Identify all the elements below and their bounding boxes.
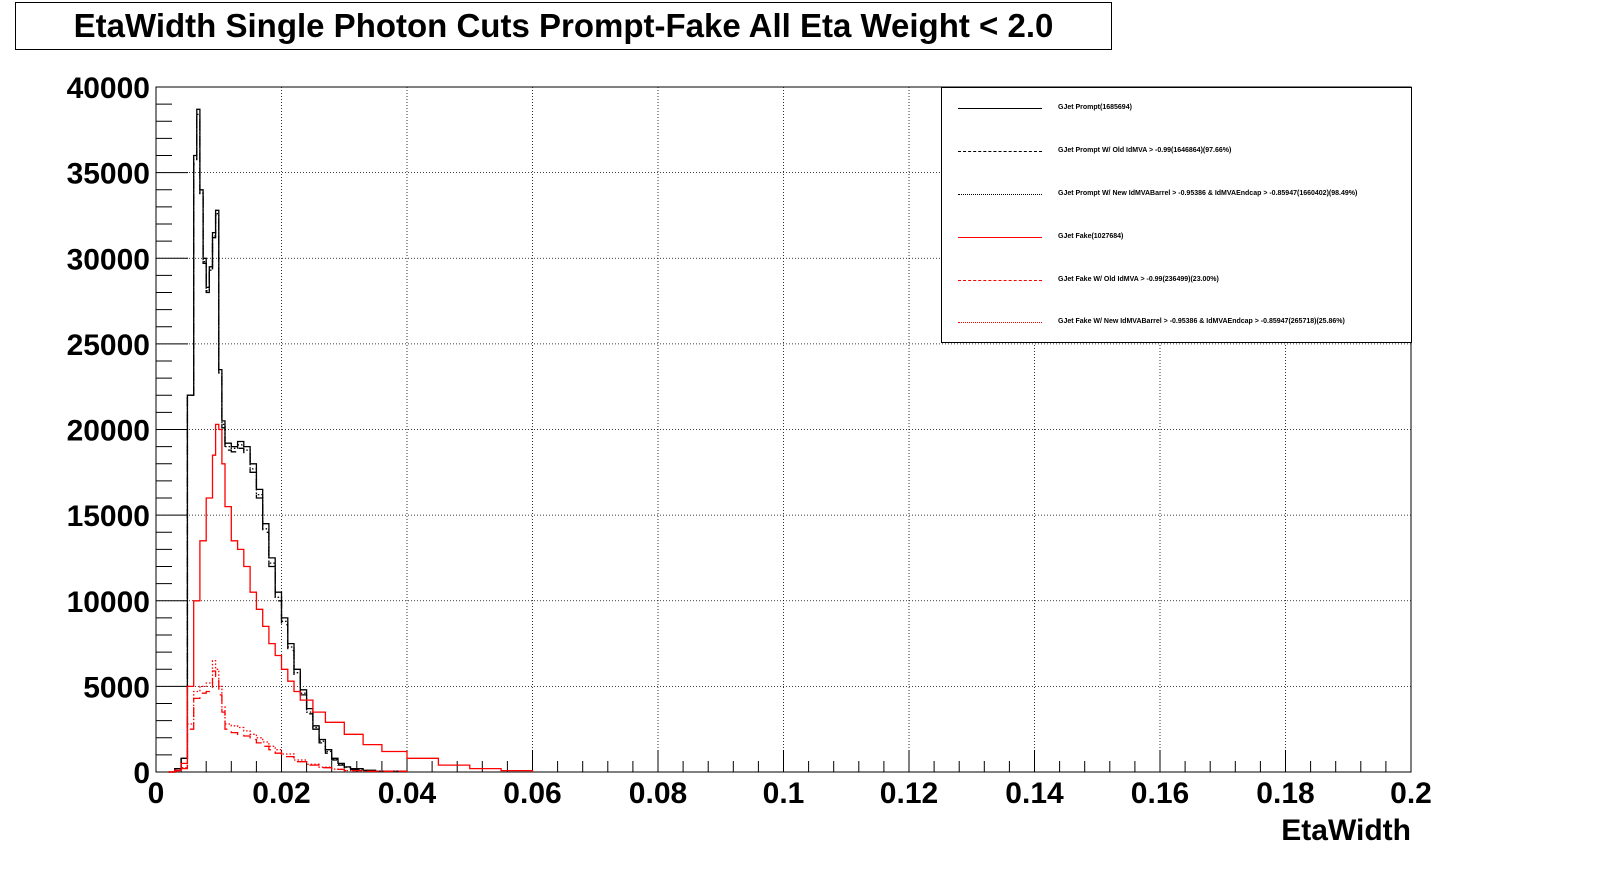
y-tick-label: 35000 <box>67 158 150 191</box>
legend-label: GJet Fake W/ New IdMVABarrel > -0.95386 … <box>1058 318 1345 325</box>
x-tick-label: 0.04 <box>378 777 437 810</box>
x-tick-label: 0.02 <box>252 777 310 810</box>
x-tick-label: 0 <box>148 777 165 810</box>
chart-title-box: EtaWidth Single Photon Cuts Prompt-Fake … <box>15 2 1112 50</box>
y-tick-label: 30000 <box>67 243 150 276</box>
y-tick-label: 40000 <box>67 72 150 105</box>
legend-swatch <box>958 194 1042 195</box>
y-tick-label: 20000 <box>67 415 150 448</box>
x-tick-label: 0.08 <box>629 777 687 810</box>
legend-swatch <box>958 151 1042 152</box>
y-tick-label: 25000 <box>67 329 150 362</box>
chart-title: EtaWidth Single Photon Cuts Prompt-Fake … <box>73 7 1054 44</box>
x-axis-label: EtaWidth <box>1281 814 1411 847</box>
legend-entry: GJet Prompt W/ Old IdMVA > -0.99(1646864… <box>942 145 1411 159</box>
legend-entry: GJet Prompt(1685694) <box>942 102 1411 116</box>
y-tick-label: 10000 <box>67 586 150 619</box>
legend-entry: GJet Fake(1027684) <box>942 231 1411 245</box>
y-tick-label: 15000 <box>67 500 150 533</box>
legend-swatch <box>958 322 1042 323</box>
series-line-3 <box>168 113 408 773</box>
x-tick-label: 0.12 <box>880 777 938 810</box>
series-line-5 <box>168 670 408 773</box>
series-line-4 <box>168 423 534 773</box>
x-tick-label: 0.16 <box>1131 777 1189 810</box>
legend-swatch <box>958 108 1042 109</box>
y-tick-label: 5000 <box>83 671 150 704</box>
x-tick-label: 0.06 <box>503 777 561 810</box>
x-tick-label: 0.2 <box>1390 777 1432 810</box>
legend-label: GJet Prompt W/ New IdMVABarrel > -0.9538… <box>1058 190 1358 197</box>
y-tick-label: 0 <box>133 757 150 790</box>
legend-label: GJet Fake(1027684) <box>1058 233 1124 240</box>
legend-label: GJet Prompt(1685694) <box>1058 104 1132 111</box>
legend-label: GJet Prompt W/ Old IdMVA > -0.99(1646864… <box>1058 147 1232 154</box>
x-tick-label: 0.1 <box>763 777 805 810</box>
x-tick-label: 0.18 <box>1256 777 1314 810</box>
chart-legend: GJet Prompt(1685694) GJet Prompt W/ Old I… <box>941 87 1412 343</box>
legend-entry: GJet Fake W/ New IdMVABarrel > -0.95386 … <box>942 316 1411 330</box>
x-tick-label: 0.14 <box>1005 777 1064 810</box>
legend-swatch <box>958 237 1042 238</box>
legend-label: GJet Fake W/ Old IdMVA > -0.99(236499)(2… <box>1058 276 1219 283</box>
legend-entry: GJet Fake W/ Old IdMVA > -0.99(236499)(2… <box>942 274 1411 288</box>
series-line-6 <box>168 660 408 773</box>
legend-entry: GJet Prompt W/ New IdMVABarrel > -0.9538… <box>942 188 1411 202</box>
legend-swatch <box>958 280 1042 281</box>
